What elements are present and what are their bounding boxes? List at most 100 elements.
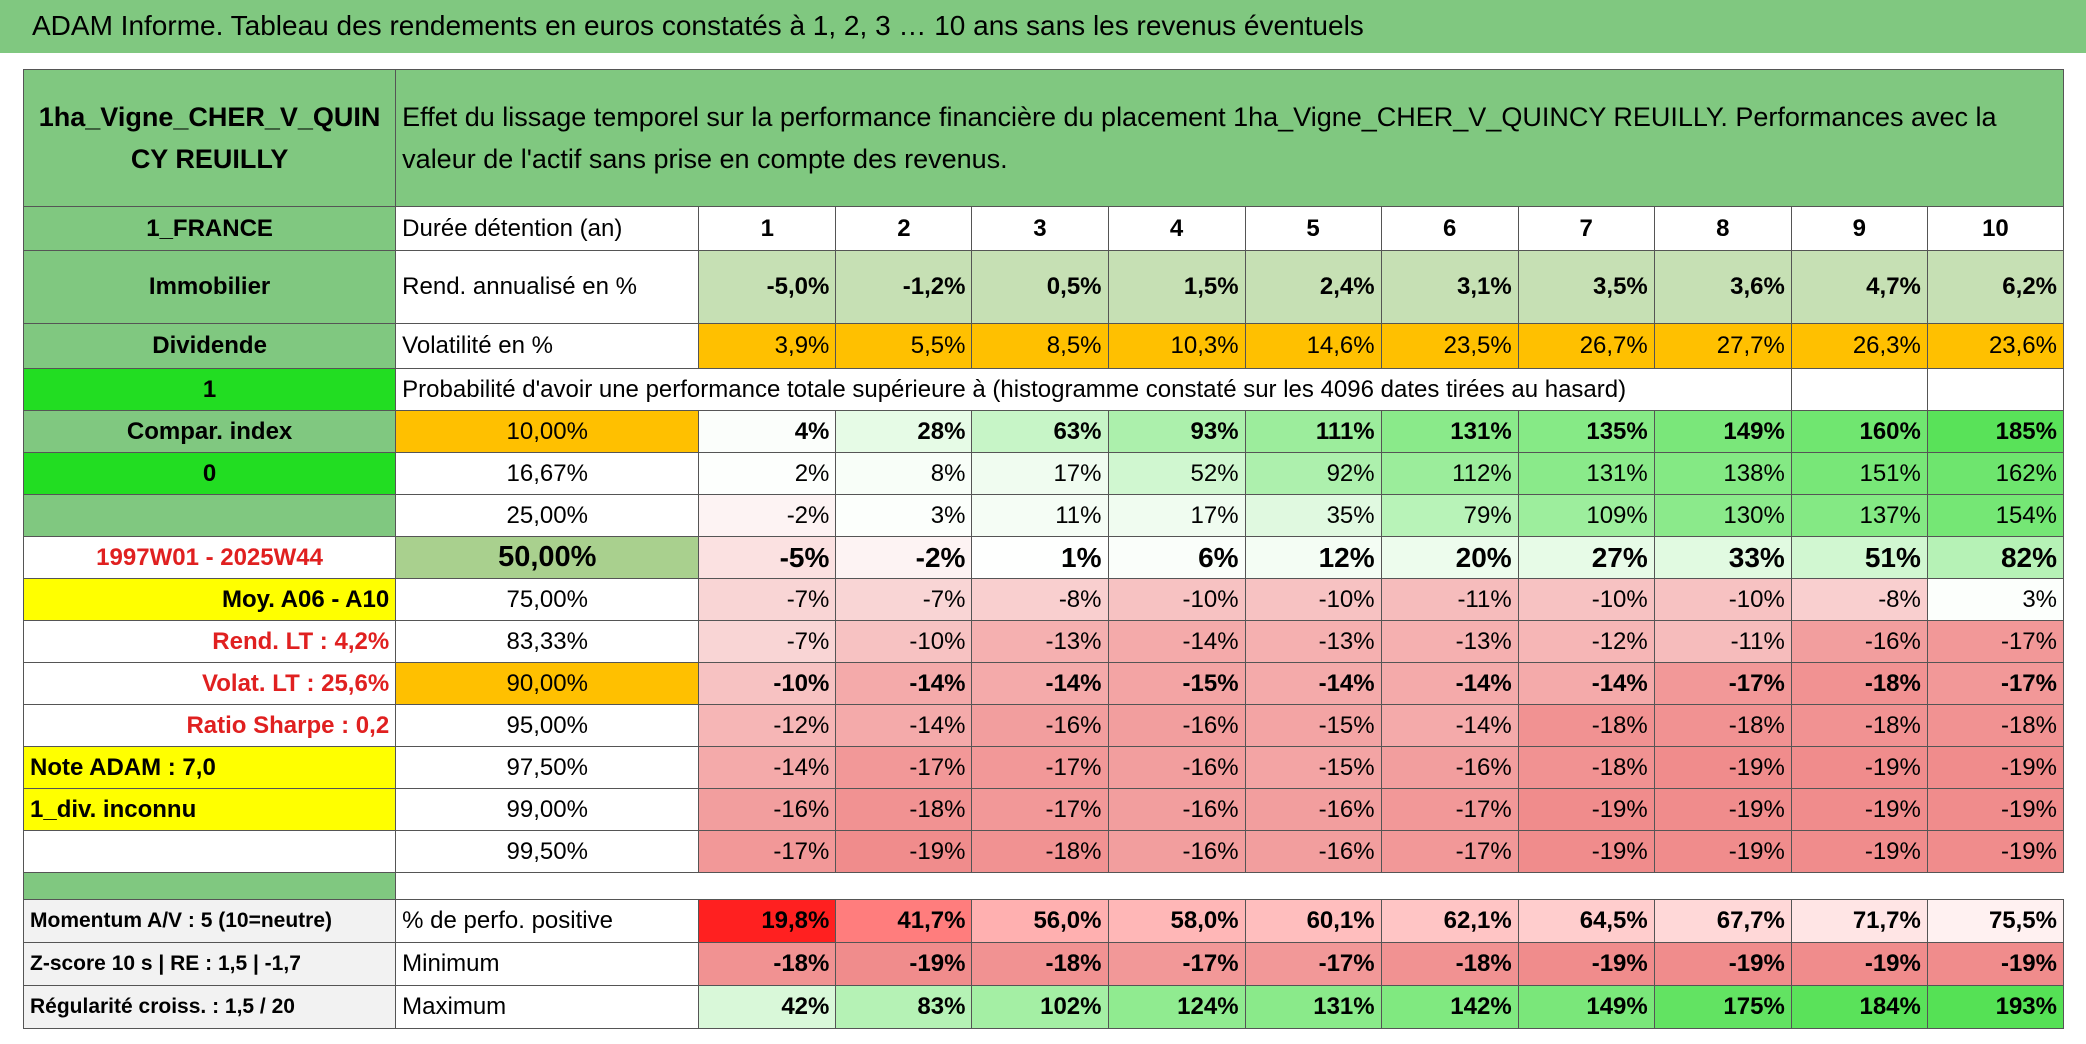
cell: -10% bbox=[835, 620, 973, 663]
cell: 11% bbox=[971, 494, 1109, 537]
cell: 1 bbox=[698, 206, 837, 251]
header-row: 1ha_Vigne_CHER_V_QUINCY REUILLY Effet du… bbox=[22, 69, 2064, 207]
cell: -18% bbox=[1517, 746, 1655, 789]
cell: -14% bbox=[835, 662, 973, 705]
cell: 79% bbox=[1380, 494, 1519, 537]
performance-table: 1ha_Vigne_CHER_V_QUINCY REUILLY Effet du… bbox=[22, 69, 2065, 1029]
table-row: 1997W01 - 2025W44 50,00% -5% -2% 1% 6% 12% 20% 2… bbox=[22, 536, 2065, 579]
cell: -17% bbox=[698, 830, 837, 873]
cell: 10,00% bbox=[395, 410, 700, 453]
cell: -8% bbox=[971, 578, 1109, 621]
cell: 12% bbox=[1244, 536, 1382, 579]
cell: 4,7% bbox=[1790, 250, 1928, 324]
cell: -16% bbox=[1244, 788, 1382, 831]
table-row: Moy. A06 - A10 75,00% -7% -7% -8% -10% -10% -11… bbox=[22, 578, 2065, 621]
cell: 175% bbox=[1653, 985, 1792, 1029]
cell: 149% bbox=[1653, 410, 1792, 453]
cell: Immobilier bbox=[22, 250, 397, 324]
spacer-row bbox=[22, 872, 2064, 900]
cell: -17% bbox=[1380, 788, 1519, 831]
table-row: 25,00% -2% 3% 11% 17% 35% 79% 109% 130% 137% 154% bbox=[22, 494, 2065, 537]
cell: -17% bbox=[1653, 662, 1792, 705]
cell: 3,6% bbox=[1653, 250, 1792, 324]
cell: -17% bbox=[1107, 942, 1246, 986]
cell: 41,7% bbox=[835, 899, 973, 943]
cell: -19% bbox=[1653, 746, 1792, 789]
cell: -7% bbox=[698, 578, 837, 621]
table-row: Immobilier Rend. annualisé en % -5,0% -1,2%… bbox=[22, 250, 2065, 324]
cell: -10% bbox=[1244, 578, 1382, 621]
cell: -17% bbox=[1926, 662, 2065, 705]
cell: 20% bbox=[1380, 536, 1519, 579]
cell: -8% bbox=[1790, 578, 1928, 621]
cell: 10,3% bbox=[1107, 323, 1246, 369]
cell: -19% bbox=[835, 942, 973, 986]
table-row: Régularité croiss. : 1,5 / 20 Maximum 42% 8… bbox=[22, 985, 2065, 1029]
cell: 3 bbox=[971, 206, 1109, 251]
cell: 25,00% bbox=[395, 494, 700, 537]
cell: -19% bbox=[1926, 788, 2065, 831]
cell: 0 bbox=[22, 452, 397, 495]
cell: 130% bbox=[1653, 494, 1792, 537]
cell: 64,5% bbox=[1517, 899, 1655, 943]
cell bbox=[22, 830, 397, 873]
table-row: 0 16,67% 2% 8% 17% 52% 92% 112% 131% 138% 151% 162% bbox=[22, 452, 2065, 495]
cell: 131% bbox=[1380, 410, 1519, 453]
cell: 19,8% bbox=[698, 899, 837, 943]
table-row: Note ADAM : 7,0 97,50% -14% -17% -17% -16% -15… bbox=[22, 746, 2065, 789]
cell: Note ADAM : 7,0 bbox=[22, 746, 397, 789]
cell: Volatilité en % bbox=[395, 323, 700, 369]
cell: 4% bbox=[698, 410, 837, 453]
cell: 75,5% bbox=[1926, 899, 2065, 943]
cell: -7% bbox=[698, 620, 837, 663]
cell: 3% bbox=[835, 494, 973, 537]
cell: 9 bbox=[1790, 206, 1928, 251]
table-row: Dividende Volatilité en % 3,9% 5,5% 8,5% 10,3… bbox=[22, 323, 2065, 369]
cell: -14% bbox=[971, 662, 1109, 705]
cell: 17% bbox=[971, 452, 1109, 495]
cell: 154% bbox=[1926, 494, 2065, 537]
spacer bbox=[22, 872, 397, 900]
cell: 75,00% bbox=[395, 578, 700, 621]
cell: 23,6% bbox=[1926, 323, 2065, 369]
cell: -14% bbox=[1244, 662, 1382, 705]
cell: -16% bbox=[1107, 746, 1246, 789]
cell: 142% bbox=[1380, 985, 1519, 1029]
cell: 151% bbox=[1790, 452, 1928, 495]
cell: -19% bbox=[835, 830, 973, 873]
cell: 6 bbox=[1380, 206, 1519, 251]
cell: 35% bbox=[1244, 494, 1382, 537]
cell: 8,5% bbox=[971, 323, 1109, 369]
cell: 27% bbox=[1517, 536, 1655, 579]
table-row: 1_div. inconnu 99,00% -16% -18% -17% -16% -16%… bbox=[22, 788, 2065, 831]
cell: 63% bbox=[971, 410, 1109, 453]
cell: 4 bbox=[1107, 206, 1246, 251]
cell bbox=[1926, 368, 2065, 411]
table-row: Compar. index 10,00% 4% 28% 63% 93% 111% 131% 13… bbox=[22, 410, 2065, 453]
cell: -17% bbox=[971, 746, 1109, 789]
cell: 185% bbox=[1926, 410, 2065, 453]
cell: -14% bbox=[1517, 662, 1655, 705]
cell: -14% bbox=[1107, 620, 1246, 663]
cell: 2% bbox=[698, 452, 837, 495]
cell: -18% bbox=[1790, 662, 1928, 705]
cell: Dividende bbox=[22, 323, 397, 369]
cell: Ratio Sharpe : 0,2 bbox=[22, 704, 397, 747]
cell: 1,5% bbox=[1107, 250, 1246, 324]
cell: Rend. annualisé en % bbox=[395, 250, 700, 324]
cell: -16% bbox=[971, 704, 1109, 747]
cell: -17% bbox=[1244, 942, 1382, 986]
cell: -10% bbox=[1107, 578, 1246, 621]
cell: -11% bbox=[1653, 620, 1792, 663]
cell: -18% bbox=[971, 942, 1109, 986]
cell: 5,5% bbox=[835, 323, 973, 369]
cell: 3,5% bbox=[1517, 250, 1655, 324]
cell: 52% bbox=[1107, 452, 1246, 495]
cell: -19% bbox=[1926, 942, 2065, 986]
cell: -5,0% bbox=[698, 250, 837, 324]
cell: -16% bbox=[698, 788, 837, 831]
cell: -15% bbox=[1244, 746, 1382, 789]
cell: -18% bbox=[835, 788, 973, 831]
cell: -19% bbox=[1790, 942, 1928, 986]
cell: -18% bbox=[1790, 704, 1928, 747]
